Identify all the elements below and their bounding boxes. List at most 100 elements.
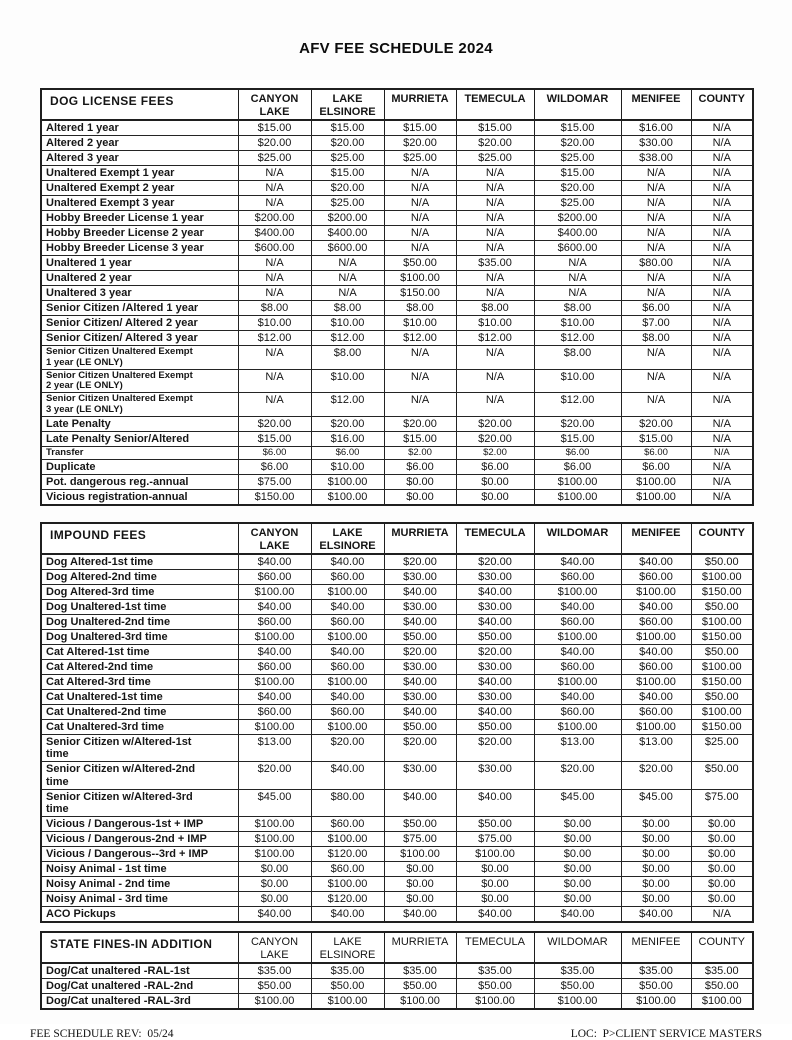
fee-cell: N/A bbox=[690, 430, 754, 447]
fee-cell: $25.00 bbox=[237, 150, 312, 166]
column-header: MENIFEE bbox=[620, 88, 692, 121]
row-label: Altered 3 year bbox=[40, 150, 239, 166]
row-label: Dog Unaltered-1st time bbox=[40, 598, 239, 615]
fee-cell: N/A bbox=[690, 225, 754, 241]
fee-cell: $12.00 bbox=[383, 330, 457, 346]
header-row: DOG LICENSE FEES CANYON LAKE LAKE ELSINORE… bbox=[40, 88, 754, 121]
fee-cell: N/A bbox=[237, 255, 312, 271]
fee-cell: $30.00 bbox=[383, 688, 457, 705]
table-row: Late Penalty Senior/Altered $15.00 $16.00 $… bbox=[40, 430, 754, 447]
fee-cell: $20.00 bbox=[383, 643, 457, 660]
fee-cell: N/A bbox=[690, 255, 754, 271]
fee-cell: N/A bbox=[455, 285, 535, 301]
fee-cell: N/A bbox=[690, 165, 754, 181]
fee-cell: $50.00 bbox=[690, 553, 754, 570]
fee-cell: $100.00 bbox=[533, 673, 622, 690]
fee-cell: $0.00 bbox=[620, 861, 692, 877]
table-title: STATE FINES-IN ADDITION bbox=[40, 931, 239, 964]
fee-cell: $200.00 bbox=[533, 210, 622, 226]
fee-cell: $12.00 bbox=[237, 330, 312, 346]
fee-cell: $6.00 bbox=[455, 458, 535, 475]
fee-cell: N/A bbox=[620, 270, 692, 286]
fee-cell: $35.00 bbox=[455, 255, 535, 271]
table-row: Noisy Animal - 1st time $0.00 $60.00 $0.00 $… bbox=[40, 861, 754, 877]
fee-cell: N/A bbox=[690, 315, 754, 331]
table-row: Cat Altered-3rd time $100.00 $100.00 $40.00… bbox=[40, 673, 754, 690]
fee-cell: $7.00 bbox=[620, 315, 692, 331]
row-label: Altered 2 year bbox=[40, 135, 239, 151]
fee-cell: $50.00 bbox=[383, 718, 457, 735]
fee-cell: $45.00 bbox=[533, 788, 622, 817]
fee-cell: N/A bbox=[455, 345, 535, 370]
row-label: Unaltered 1 year bbox=[40, 255, 239, 271]
fee-cell: $100.00 bbox=[533, 583, 622, 600]
table-row: Altered 2 year $20.00 $20.00 $20.00 $20.00 $2… bbox=[40, 135, 754, 151]
fee-cell: $40.00 bbox=[310, 553, 385, 570]
fee-cell: N/A bbox=[690, 270, 754, 286]
fee-cell: $75.00 bbox=[237, 473, 312, 490]
fee-cell: $8.00 bbox=[310, 300, 385, 316]
fee-cell: $100.00 bbox=[620, 583, 692, 600]
fee-cell: $100.00 bbox=[533, 473, 622, 490]
fee-cell: $0.00 bbox=[237, 891, 312, 907]
fee-cell: $30.00 bbox=[455, 761, 535, 790]
fee-cell: N/A bbox=[690, 240, 754, 256]
column-header: COUNTY bbox=[690, 522, 754, 555]
fee-cell: $12.00 bbox=[310, 392, 385, 417]
fee-cell: $50.00 bbox=[383, 255, 457, 271]
fee-cell: N/A bbox=[237, 345, 312, 370]
table-row: Senior Citizen w/Altered-1st time $13.00 $… bbox=[40, 733, 754, 762]
fee-cell: N/A bbox=[690, 906, 754, 923]
fee-cell: $60.00 bbox=[533, 703, 622, 720]
fee-cell: $45.00 bbox=[237, 788, 312, 817]
fee-cell: $100.00 bbox=[310, 876, 385, 892]
fee-cell: $30.00 bbox=[383, 568, 457, 585]
fee-cell: $60.00 bbox=[620, 703, 692, 720]
fee-cell: N/A bbox=[690, 445, 754, 460]
fee-cell: $100.00 bbox=[383, 846, 457, 862]
fee-cell: $50.00 bbox=[455, 718, 535, 735]
fee-cell: N/A bbox=[310, 255, 385, 271]
fee-cell: N/A bbox=[237, 392, 312, 417]
fee-cell: $150.00 bbox=[690, 583, 754, 600]
table-row: Cat Unaltered-2nd time $60.00 $60.00 $40.00… bbox=[40, 703, 754, 720]
fee-cell: $60.00 bbox=[310, 816, 385, 832]
fee-cell: $40.00 bbox=[310, 598, 385, 615]
fee-cell: $40.00 bbox=[533, 553, 622, 570]
fee-cell: $100.00 bbox=[310, 488, 385, 505]
fee-cell: $20.00 bbox=[383, 415, 457, 432]
fee-cell: $50.00 bbox=[383, 978, 457, 994]
fee-cell: N/A bbox=[533, 255, 622, 271]
fee-cell: N/A bbox=[237, 270, 312, 286]
tables-container: DOG LICENSE FEES CANYON LAKE LAKE ELSINORE… bbox=[0, 88, 792, 1010]
fee-cell: N/A bbox=[690, 180, 754, 196]
table-row: Hobby Breeder License 2 year $400.00 $400.… bbox=[40, 225, 754, 241]
fee-cell: $8.00 bbox=[310, 345, 385, 370]
fee-cell: $6.00 bbox=[620, 300, 692, 316]
fee-cell: $40.00 bbox=[310, 688, 385, 705]
fee-cell: $60.00 bbox=[620, 658, 692, 675]
state-fines-in-addition-table: STATE FINES-IN ADDITION CANYON LAKE LAKE E… bbox=[40, 931, 754, 1010]
fee-cell: $100.00 bbox=[237, 628, 312, 645]
fee-cell: $20.00 bbox=[455, 135, 535, 151]
fee-cell: $150.00 bbox=[690, 673, 754, 690]
fee-cell: $13.00 bbox=[533, 733, 622, 762]
fee-cell: $0.00 bbox=[620, 891, 692, 907]
table-row: Vicious / Dangerous-1st + IMP $100.00 $60.… bbox=[40, 816, 754, 832]
row-label: Senior Citizen Unaltered Exempt 1 year (… bbox=[40, 345, 239, 370]
fee-cell: $100.00 bbox=[455, 993, 535, 1010]
fee-cell: $15.00 bbox=[383, 119, 457, 136]
fee-cell: $60.00 bbox=[237, 613, 312, 630]
table-row: Cat Unaltered-1st time $40.00 $40.00 $30.00… bbox=[40, 688, 754, 705]
fee-cell: $100.00 bbox=[620, 993, 692, 1010]
footer-revision: FEE SCHEDULE REV: 05/24 bbox=[30, 1028, 174, 1040]
fee-cell: N/A bbox=[383, 345, 457, 370]
fee-cell: $15.00 bbox=[237, 430, 312, 447]
row-label: Dog Altered-3rd time bbox=[40, 583, 239, 600]
row-label: Senior Citizen /Altered 1 year bbox=[40, 300, 239, 316]
fee-cell: $100.00 bbox=[310, 628, 385, 645]
table-row: Senior Citizen w/Altered-3rd time $45.00 $… bbox=[40, 788, 754, 817]
footer-location: LOC: P>CLIENT SERVICE MASTERS bbox=[570, 1028, 762, 1040]
row-label: Cat Unaltered-3rd time bbox=[40, 718, 239, 735]
fee-cell: $100.00 bbox=[383, 270, 457, 286]
